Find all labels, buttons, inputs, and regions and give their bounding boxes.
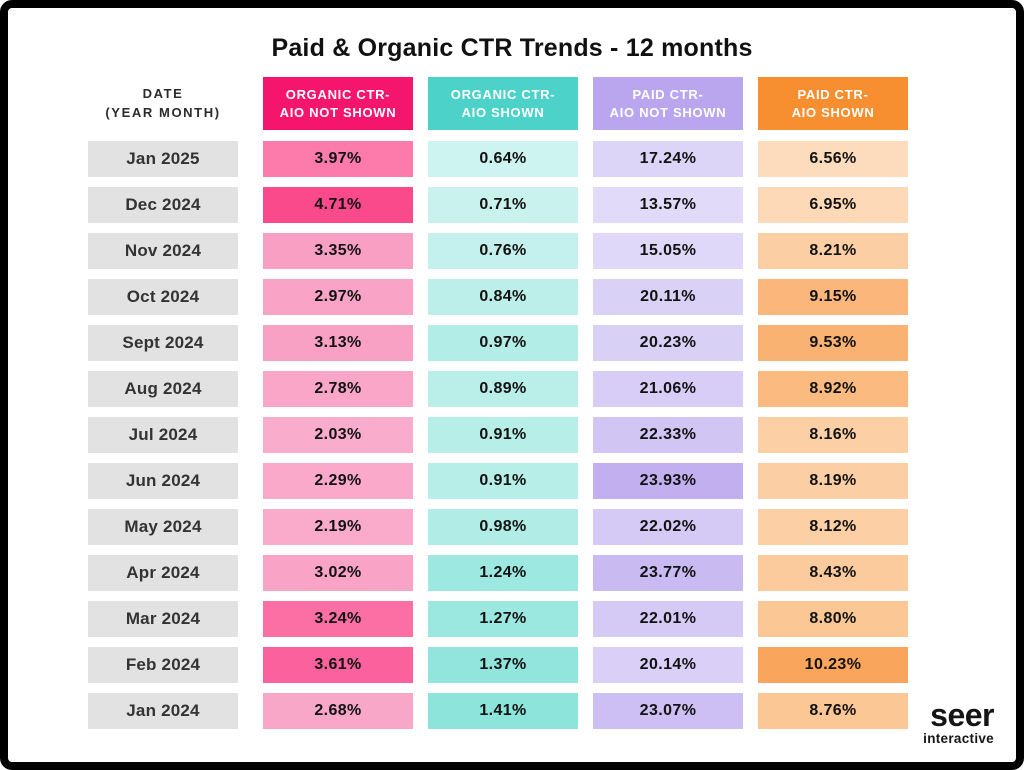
value-cell-paid-ctr-aio-shown: 8.92% <box>758 371 908 407</box>
value-cell-organic-ctr-aio-shown: 0.91% <box>428 463 578 499</box>
date-cell: Dec 2024 <box>88 187 238 223</box>
date-cell: Jul 2024 <box>88 417 238 453</box>
date-cell: May 2024 <box>88 509 238 545</box>
value-cell-paid-ctr-aio-shown: 6.95% <box>758 187 908 223</box>
value-cell-paid-ctr-aio-not-shown: 22.33% <box>593 417 743 453</box>
table-row: Jan 2024 2.68% 1.41% 23.07% 8.76% <box>88 693 909 729</box>
value-cell-organic-ctr-aio-shown: 0.98% <box>428 509 578 545</box>
table-row: Apr 2024 3.02% 1.24% 23.77% 8.43% <box>88 555 909 591</box>
value-cell-paid-ctr-aio-shown: 9.15% <box>758 279 908 315</box>
value-cell-organic-ctr-aio-shown: 0.64% <box>428 141 578 177</box>
value-cell-paid-ctr-aio-not-shown: 15.05% <box>593 233 743 269</box>
value-cell-organic-ctr-aio-shown: 0.76% <box>428 233 578 269</box>
column-header-paid-ctr-aio-shown: PAID CTR- AIO SHOWN <box>758 77 908 130</box>
value-cell-organic-ctr-aio-not-shown: 3.02% <box>263 555 413 591</box>
date-cell: Aug 2024 <box>88 371 238 407</box>
date-cell: Feb 2024 <box>88 647 238 683</box>
value-cell-organic-ctr-aio-not-shown: 2.97% <box>263 279 413 315</box>
value-cell-paid-ctr-aio-shown: 6.56% <box>758 141 908 177</box>
value-cell-organic-ctr-aio-not-shown: 2.19% <box>263 509 413 545</box>
value-cell-paid-ctr-aio-shown: 8.80% <box>758 601 908 637</box>
date-cell: Jun 2024 <box>88 463 238 499</box>
value-cell-paid-ctr-aio-not-shown: 17.24% <box>593 141 743 177</box>
value-cell-paid-ctr-aio-not-shown: 21.06% <box>593 371 743 407</box>
value-cell-paid-ctr-aio-not-shown: 23.93% <box>593 463 743 499</box>
value-cell-organic-ctr-aio-shown: 0.84% <box>428 279 578 315</box>
value-cell-organic-ctr-aio-not-shown: 3.24% <box>263 601 413 637</box>
value-cell-organic-ctr-aio-not-shown: 3.61% <box>263 647 413 683</box>
seer-logo: seer interactive <box>923 696 994 746</box>
value-cell-organic-ctr-aio-not-shown: 2.68% <box>263 693 413 729</box>
value-cell-organic-ctr-aio-not-shown: 3.13% <box>263 325 413 361</box>
column-header-organic-ctr-aio-shown: ORGANIC CTR- AIO SHOWN <box>428 77 578 130</box>
value-cell-paid-ctr-aio-shown: 8.12% <box>758 509 908 545</box>
date-cell: Jan 2025 <box>88 141 238 177</box>
page-title: Paid & Organic CTR Trends - 12 months <box>271 34 753 62</box>
value-cell-organic-ctr-aio-not-shown: 3.97% <box>263 141 413 177</box>
value-cell-organic-ctr-aio-shown: 0.97% <box>428 325 578 361</box>
value-cell-organic-ctr-aio-shown: 0.91% <box>428 417 578 453</box>
value-cell-organic-ctr-aio-shown: 1.41% <box>428 693 578 729</box>
value-cell-paid-ctr-aio-shown: 9.53% <box>758 325 908 361</box>
date-cell: Nov 2024 <box>88 233 238 269</box>
date-cell: Mar 2024 <box>88 601 238 637</box>
value-cell-organic-ctr-aio-not-shown: 2.78% <box>263 371 413 407</box>
seer-logo-subtext: interactive <box>923 731 994 746</box>
date-column-header: DATE (YEAR MONTH) <box>105 85 221 120</box>
table-row: Mar 2024 3.24% 1.27% 22.01% 8.80% <box>88 601 909 637</box>
table-row: Jul 2024 2.03% 0.91% 22.33% 8.16% <box>88 417 909 453</box>
value-cell-paid-ctr-aio-not-shown: 13.57% <box>593 187 743 223</box>
value-cell-organic-ctr-aio-not-shown: 2.03% <box>263 417 413 453</box>
table-row: Nov 2024 3.35% 0.76% 15.05% 8.21% <box>88 233 909 269</box>
table-header-row: DATE (YEAR MONTH) ORGANIC CTR- AIO NOT S… <box>88 77 909 130</box>
value-cell-organic-ctr-aio-not-shown: 3.35% <box>263 233 413 269</box>
table-row: Sept 2024 3.13% 0.97% 20.23% 9.53% <box>88 325 909 361</box>
date-cell: Apr 2024 <box>88 555 238 591</box>
column-header-organic-ctr-aio-not-shown: ORGANIC CTR- AIO NOT SHOWN <box>263 77 413 130</box>
value-cell-organic-ctr-aio-shown: 1.27% <box>428 601 578 637</box>
value-cell-organic-ctr-aio-shown: 0.89% <box>428 371 578 407</box>
value-cell-paid-ctr-aio-shown: 8.16% <box>758 417 908 453</box>
value-cell-paid-ctr-aio-shown: 10.23% <box>758 647 908 683</box>
table-row: May 2024 2.19% 0.98% 22.02% 8.12% <box>88 509 909 545</box>
value-cell-organic-ctr-aio-not-shown: 4.71% <box>263 187 413 223</box>
ctr-table: DATE (YEAR MONTH) ORGANIC CTR- AIO NOT S… <box>88 77 909 739</box>
table-row: Oct 2024 2.97% 0.84% 20.11% 9.15% <box>88 279 909 315</box>
value-cell-paid-ctr-aio-not-shown: 23.77% <box>593 555 743 591</box>
table-row: Aug 2024 2.78% 0.89% 21.06% 8.92% <box>88 371 909 407</box>
value-cell-paid-ctr-aio-not-shown: 22.01% <box>593 601 743 637</box>
value-cell-paid-ctr-aio-not-shown: 20.14% <box>593 647 743 683</box>
date-cell: Sept 2024 <box>88 325 238 361</box>
value-cell-organic-ctr-aio-not-shown: 2.29% <box>263 463 413 499</box>
value-cell-organic-ctr-aio-shown: 1.37% <box>428 647 578 683</box>
value-cell-paid-ctr-aio-not-shown: 20.11% <box>593 279 743 315</box>
value-cell-organic-ctr-aio-shown: 1.24% <box>428 555 578 591</box>
date-cell: Jan 2024 <box>88 693 238 729</box>
value-cell-paid-ctr-aio-not-shown: 22.02% <box>593 509 743 545</box>
value-cell-paid-ctr-aio-not-shown: 20.23% <box>593 325 743 361</box>
seer-logo-wordmark: seer <box>930 696 994 733</box>
column-header-paid-ctr-aio-not-shown: PAID CTR- AIO NOT SHOWN <box>593 77 743 130</box>
table-row: Dec 2024 4.71% 0.71% 13.57% 6.95% <box>88 187 909 223</box>
value-cell-paid-ctr-aio-shown: 8.21% <box>758 233 908 269</box>
table-row: Jun 2024 2.29% 0.91% 23.93% 8.19% <box>88 463 909 499</box>
table-row: Jan 2025 3.97% 0.64% 17.24% 6.56% <box>88 141 909 177</box>
table-body: Jan 2025 3.97% 0.64% 17.24% 6.56% Dec 2024 4.7… <box>88 141 909 729</box>
table-row: Feb 2024 3.61% 1.37% 20.14% 10.23% <box>88 647 909 683</box>
value-cell-paid-ctr-aio-shown: 8.43% <box>758 555 908 591</box>
value-cell-paid-ctr-aio-not-shown: 23.07% <box>593 693 743 729</box>
date-cell: Oct 2024 <box>88 279 238 315</box>
value-cell-paid-ctr-aio-shown: 8.76% <box>758 693 908 729</box>
value-cell-organic-ctr-aio-shown: 0.71% <box>428 187 578 223</box>
value-cell-paid-ctr-aio-shown: 8.19% <box>758 463 908 499</box>
